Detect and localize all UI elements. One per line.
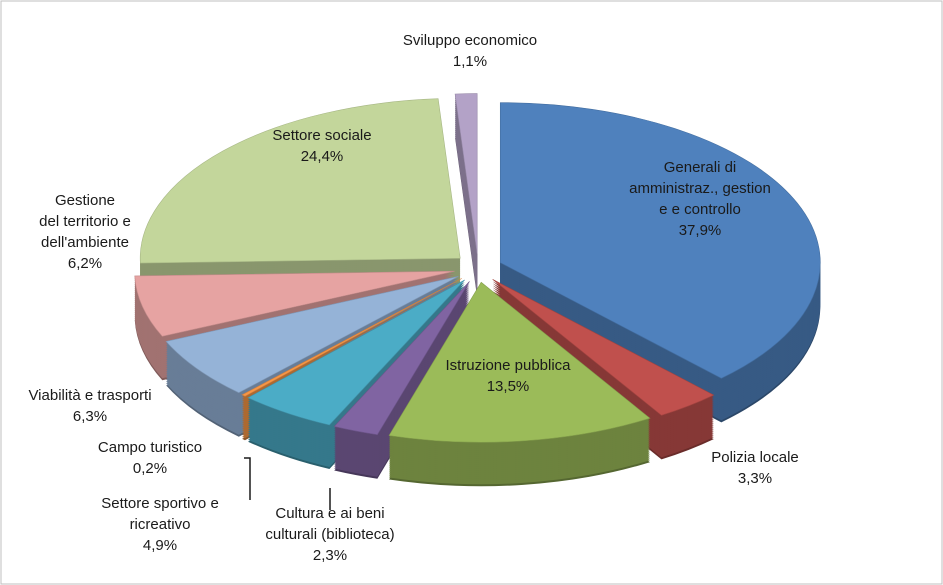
slice <box>247 279 465 469</box>
category-label: Settore sociale <box>272 127 371 144</box>
labels: Generali di amministraz., gestion e e cont… <box>28 32 798 564</box>
value-label: 13,5% <box>487 378 530 395</box>
value-label: 0,2% <box>133 460 167 477</box>
slice-top <box>134 270 455 337</box>
slice-top <box>492 279 715 416</box>
value-label: 6,2% <box>68 255 102 272</box>
value-label: 2,3% <box>313 547 347 564</box>
category-label: Polizia locale <box>711 449 799 466</box>
category-label: Generali di amministraz., gestion e e cont… <box>629 159 771 218</box>
category-label: Campo turistico <box>98 439 202 456</box>
slice-top <box>454 93 478 254</box>
category-label: Settore sportivo e ricreativo <box>101 495 219 533</box>
category-label: Sviluppo economico <box>403 32 537 49</box>
slice <box>499 102 821 423</box>
leader-line <box>244 457 251 500</box>
category-label: Cultura e ai beni culturali (biblioteca) <box>265 505 394 543</box>
slice-top <box>139 98 461 264</box>
category-label: Viabilità e trasporti <box>28 387 151 404</box>
category-label: Gestione del territorio e dell'ambiente <box>39 192 131 251</box>
slice-top <box>333 281 470 436</box>
value-label: 4,9% <box>143 537 177 554</box>
value-label: 1,1% <box>453 53 487 70</box>
slice-side <box>242 280 462 399</box>
slice-top <box>499 102 821 379</box>
value-label: 24,4% <box>301 148 344 165</box>
slice-top <box>247 279 465 426</box>
slice <box>388 281 651 487</box>
value-label: 3,3% <box>738 470 772 487</box>
slice-top <box>241 278 462 397</box>
slice-top <box>165 276 459 394</box>
slice <box>139 98 461 308</box>
pie <box>134 93 821 487</box>
slice-top <box>388 281 651 443</box>
value-label: 6,3% <box>73 408 107 425</box>
slice <box>454 93 478 298</box>
slice <box>333 281 470 479</box>
category-label: Istruzione pubblica <box>445 357 571 374</box>
value-label: 37,9% <box>679 222 722 239</box>
